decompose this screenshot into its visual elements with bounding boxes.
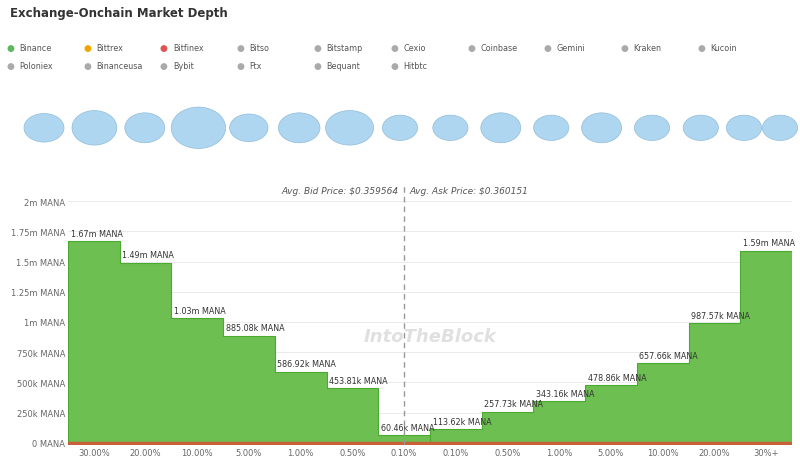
Text: 586.92k MANA: 586.92k MANA	[278, 360, 336, 369]
Text: ●: ●	[314, 44, 322, 53]
Text: ●: ●	[314, 62, 322, 71]
Text: 343.16k MANA: 343.16k MANA	[536, 389, 594, 398]
Text: 1.03m MANA: 1.03m MANA	[174, 306, 226, 315]
Text: Bitso: Bitso	[250, 44, 270, 53]
Text: ●: ●	[160, 44, 168, 53]
Text: ●: ●	[6, 62, 14, 71]
Text: Exchange-Onchain Market Depth: Exchange-Onchain Market Depth	[10, 7, 228, 20]
Text: ●: ●	[237, 44, 245, 53]
Text: Binanceusa: Binanceusa	[96, 62, 142, 71]
Text: ●: ●	[160, 62, 168, 71]
Text: ●: ●	[83, 62, 91, 71]
Text: 257.73k MANA: 257.73k MANA	[484, 399, 543, 409]
Text: Cexio: Cexio	[403, 44, 426, 53]
Text: 1.59m MANA: 1.59m MANA	[743, 239, 795, 248]
Text: Poloniex: Poloniex	[19, 62, 53, 71]
Text: 987.57k MANA: 987.57k MANA	[691, 311, 750, 320]
Text: Avg. Ask Price: $0.360151: Avg. Ask Price: $0.360151	[410, 187, 528, 196]
Text: Bybit: Bybit	[173, 62, 194, 71]
Text: 885.08k MANA: 885.08k MANA	[226, 324, 284, 333]
Text: ●: ●	[237, 62, 245, 71]
Text: Gemini: Gemini	[557, 44, 586, 53]
Text: Hitbtc: Hitbtc	[403, 62, 427, 71]
Text: ●: ●	[698, 44, 706, 53]
Text: ●: ●	[544, 44, 552, 53]
Text: 657.66k MANA: 657.66k MANA	[639, 351, 698, 360]
Text: Coinbase: Coinbase	[480, 44, 517, 53]
Text: 478.86k MANA: 478.86k MANA	[588, 373, 646, 382]
Text: Bequant: Bequant	[326, 62, 360, 71]
Text: 1.49m MANA: 1.49m MANA	[122, 251, 174, 260]
Text: Ftx: Ftx	[250, 62, 262, 71]
Text: 453.81k MANA: 453.81k MANA	[329, 376, 388, 385]
Text: Kraken: Kraken	[634, 44, 662, 53]
Text: ●: ●	[83, 44, 91, 53]
Text: 1.67m MANA: 1.67m MANA	[70, 229, 122, 238]
Text: ●: ●	[390, 44, 398, 53]
Text: IntoTheBlock: IntoTheBlock	[363, 328, 497, 346]
Text: ●: ●	[467, 44, 475, 53]
Text: Binance: Binance	[19, 44, 51, 53]
Text: Kucoin: Kucoin	[710, 44, 737, 53]
Text: ●: ●	[621, 44, 629, 53]
Text: Avg. Bid Price: $0.359564: Avg. Bid Price: $0.359564	[282, 187, 399, 196]
Text: ●: ●	[390, 62, 398, 71]
Text: 113.62k MANA: 113.62k MANA	[433, 417, 491, 426]
Text: Bitstamp: Bitstamp	[326, 44, 362, 53]
Text: ●: ●	[6, 44, 14, 53]
Text: Bittrex: Bittrex	[96, 44, 123, 53]
Text: 60.46k MANA: 60.46k MANA	[381, 423, 434, 432]
Text: Bitfinex: Bitfinex	[173, 44, 203, 53]
